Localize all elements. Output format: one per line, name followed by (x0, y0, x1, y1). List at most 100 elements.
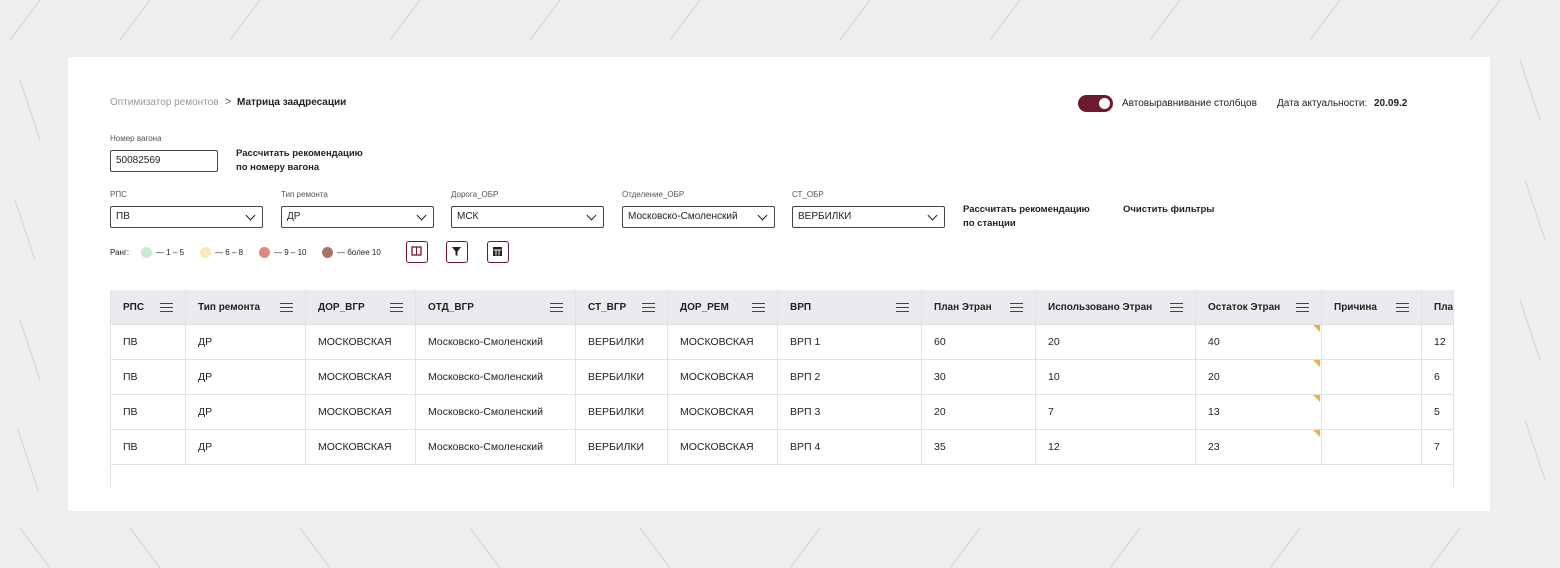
content-panel: Оптимизатор ремонтов > Матрица заадресации… (68, 57, 1490, 511)
wagon-input[interactable]: 50082569 (110, 150, 218, 172)
column-header[interactable]: Остаток Этран (1196, 290, 1322, 325)
column-menu[interactable] (752, 303, 765, 312)
column-menu[interactable] (1396, 303, 1409, 312)
table-cell: 30 (922, 360, 1036, 395)
table-cell: 13 (1196, 395, 1322, 430)
table-cell: ВРП 2 (778, 360, 922, 395)
column-header[interactable]: ДОР_РЕМ (668, 290, 778, 325)
chevron (586, 210, 597, 221)
icon (452, 247, 461, 256)
clear-button[interactable]: Очистить фильтры (1123, 204, 1215, 215)
chevron (416, 210, 427, 221)
table-cell (1322, 325, 1422, 360)
table-cell (1322, 430, 1422, 465)
table-cell: ПВ (111, 360, 186, 395)
table-cell: МОСКОВСКАЯ (306, 325, 416, 360)
table-cell: Московско-Смоленский (416, 430, 576, 465)
table-cell: ДР (186, 430, 306, 465)
chevron (927, 210, 938, 221)
column-header[interactable]: ВРП (778, 290, 922, 325)
filter-label: Дорога_ОБР (451, 190, 499, 199)
table-cell: ДР (186, 360, 306, 395)
filter-select[interactable]: ВЕРБИЛКИ (792, 206, 945, 228)
column-title: Тип ремонта (198, 302, 261, 313)
table-cell: ДР (186, 325, 306, 360)
column-title: ДОР_ВГР (318, 302, 365, 313)
column-title: Остаток Этран (1208, 302, 1281, 313)
table-cell: МОСКОВСКАЯ (306, 360, 416, 395)
wagon-label: Номер вагона (110, 134, 162, 143)
table-cell: ВРП 4 (778, 430, 922, 465)
toggle[interactable] (1078, 95, 1113, 112)
table-button[interactable] (487, 241, 509, 263)
table-cell: Московско-Смоленский (416, 360, 576, 395)
table-cell: МОСКОВСКАЯ (668, 360, 778, 395)
table-cell: МОСКОВСКАЯ (306, 395, 416, 430)
table-cell: МОСКОВСКАЯ (668, 325, 778, 360)
filter-value: ДР (287, 211, 301, 222)
column-menu[interactable] (280, 303, 293, 312)
column-menu[interactable] (1010, 303, 1023, 312)
table-cell: Московско-Смоленский (416, 395, 576, 430)
columns-button[interactable] (406, 241, 428, 263)
table-cell (1322, 395, 1422, 430)
table-cell: ДР (186, 395, 306, 430)
filter-label: СТ_ОБР (792, 190, 824, 199)
breadcrumb-current: Матрица заадресации (237, 97, 347, 108)
filter-select[interactable]: ДР (281, 206, 434, 228)
column-menu[interactable] (160, 303, 173, 312)
column-menu[interactable] (550, 303, 563, 312)
table-cell: 20 (922, 395, 1036, 430)
filter-select[interactable]: МСК (451, 206, 604, 228)
legend-label: — 1 – 5 (156, 248, 185, 257)
column-title: СТ_ВГР (588, 302, 627, 313)
table-cell: МОСКОВСКАЯ (668, 430, 778, 465)
column-header[interactable]: План Этран (922, 290, 1036, 325)
table-cell: 5 (1422, 395, 1453, 430)
legend-dot (322, 247, 333, 258)
column-header[interactable]: Причина (1322, 290, 1422, 325)
table-cell: ПВ (111, 430, 186, 465)
table-cell: ВЕРБИЛКИ (576, 430, 668, 465)
column-title: План Этран (934, 302, 992, 313)
column-title: ОТД_ВГР (428, 302, 474, 313)
column-header[interactable]: Пла (1422, 290, 1453, 325)
table-cell: ВРП 3 (778, 395, 922, 430)
legend-dot (259, 247, 270, 258)
station-button[interactable]: Рассчитать рекомендацию (963, 204, 1090, 215)
filter-button[interactable] (446, 241, 468, 263)
column-title: ВРП (790, 302, 812, 313)
wagon-button[interactable]: Рассчитать рекомендацию (236, 148, 363, 159)
table-cell: 10 (1036, 360, 1196, 395)
column-title: Причина (1334, 302, 1377, 313)
table-cell: 7 (1036, 395, 1196, 430)
filter-value: Московско-Смоленский (628, 211, 738, 222)
column-header[interactable]: РПС (111, 290, 186, 325)
cell-flag (1313, 360, 1320, 367)
table-cell: МОСКОВСКАЯ (668, 395, 778, 430)
column-header[interactable]: ОТД_ВГР (416, 290, 576, 325)
filter-label: Тип ремонта (281, 190, 328, 199)
column-menu[interactable] (390, 303, 403, 312)
station-button[interactable]: по станции (963, 218, 1016, 229)
wagon-button[interactable]: по номеру вагона (236, 162, 320, 173)
filter-value: ПВ (116, 211, 130, 222)
table-cell: Московско-Смоленский (416, 325, 576, 360)
breadcrumb-link[interactable]: Оптимизатор ремонтов (110, 97, 219, 108)
table-cell: 12 (1036, 430, 1196, 465)
filter-select[interactable]: ПВ (110, 206, 263, 228)
table-cell: 6 (1422, 360, 1453, 395)
column-header[interactable]: Использовано Этран (1036, 290, 1196, 325)
icon (493, 247, 502, 256)
column-menu[interactable] (1296, 303, 1309, 312)
column-header[interactable]: Тип ремонта (186, 290, 306, 325)
filter-select[interactable]: Московско-Смоленский (622, 206, 775, 228)
column-menu[interactable] (1170, 303, 1183, 312)
column-header[interactable]: ДОР_ВГР (306, 290, 416, 325)
column-menu[interactable] (896, 303, 909, 312)
column-menu[interactable] (642, 303, 655, 312)
column-header[interactable]: СТ_ВГР (576, 290, 668, 325)
table-cell: 23 (1196, 430, 1322, 465)
cell-flag (1313, 430, 1320, 437)
